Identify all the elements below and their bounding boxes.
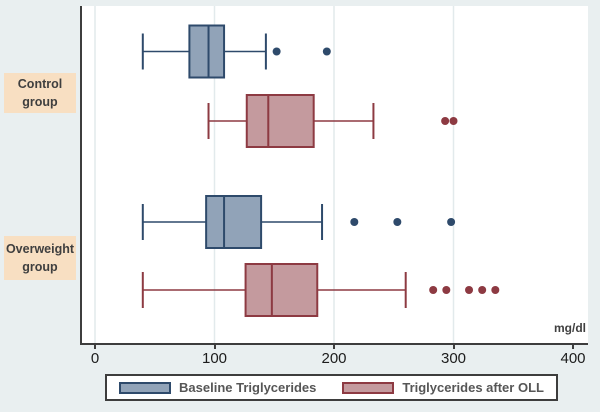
legend-item-baseline: Baseline Triglycerides [119,380,316,395]
box-overweight-baseline [205,195,263,249]
legend-swatch-after-oll [342,381,395,394]
x-tick-100 [213,343,216,349]
outlier-point-control-baseline-1 [322,47,331,56]
legend-item-after-oll: Triglycerides after OLL [342,380,544,395]
x-tick-0 [94,343,96,349]
outlier-point-control-baseline-0 [272,47,281,56]
outlier-point-control-after-oll-0 [441,117,450,125]
x-tick-400 [572,343,574,349]
outlier-point-overweight-baseline-0 [350,218,359,226]
outlier-point-overweight-after-oll-4 [491,286,500,294]
x-axis-unit-label: mg/dl [554,321,586,335]
legend-label-baseline: Baseline Triglycerides [179,380,317,395]
box-control-after-oll [245,94,315,148]
outlier-point-overweight-after-oll-1 [442,286,451,294]
x-tick-label-400: 400 [560,350,586,367]
group-label-control: Control group [4,73,76,113]
x-tick-200 [333,343,335,349]
outlier-point-overweight-after-oll-3 [478,286,487,294]
plot-area [80,6,588,345]
x-tick-label-0: 0 [90,350,100,367]
outlier-point-overweight-after-oll-2 [465,286,474,294]
box-overweight-after-oll [244,263,319,317]
x-tick-label-300: 300 [440,350,467,367]
x-tick-label-200: 200 [321,350,347,367]
outlier-point-overweight-baseline-2 [447,218,456,226]
legend: Baseline Triglycerides Triglycerides aft… [105,374,558,401]
group-label-overweight: Overweight group [4,236,76,280]
legend-label-after-oll: Triglycerides after OLL [402,380,544,395]
outlier-point-control-after-oll-1 [449,117,458,125]
outlier-point-overweight-baseline-1 [393,218,402,226]
outlier-point-overweight-after-oll-0 [429,286,438,294]
boxplot-canvas [94,6,500,343]
x-tick-label-100: 100 [201,350,228,367]
legend-swatch-baseline [119,381,172,394]
box-control-baseline [188,24,226,79]
x-tick-300 [452,343,455,349]
